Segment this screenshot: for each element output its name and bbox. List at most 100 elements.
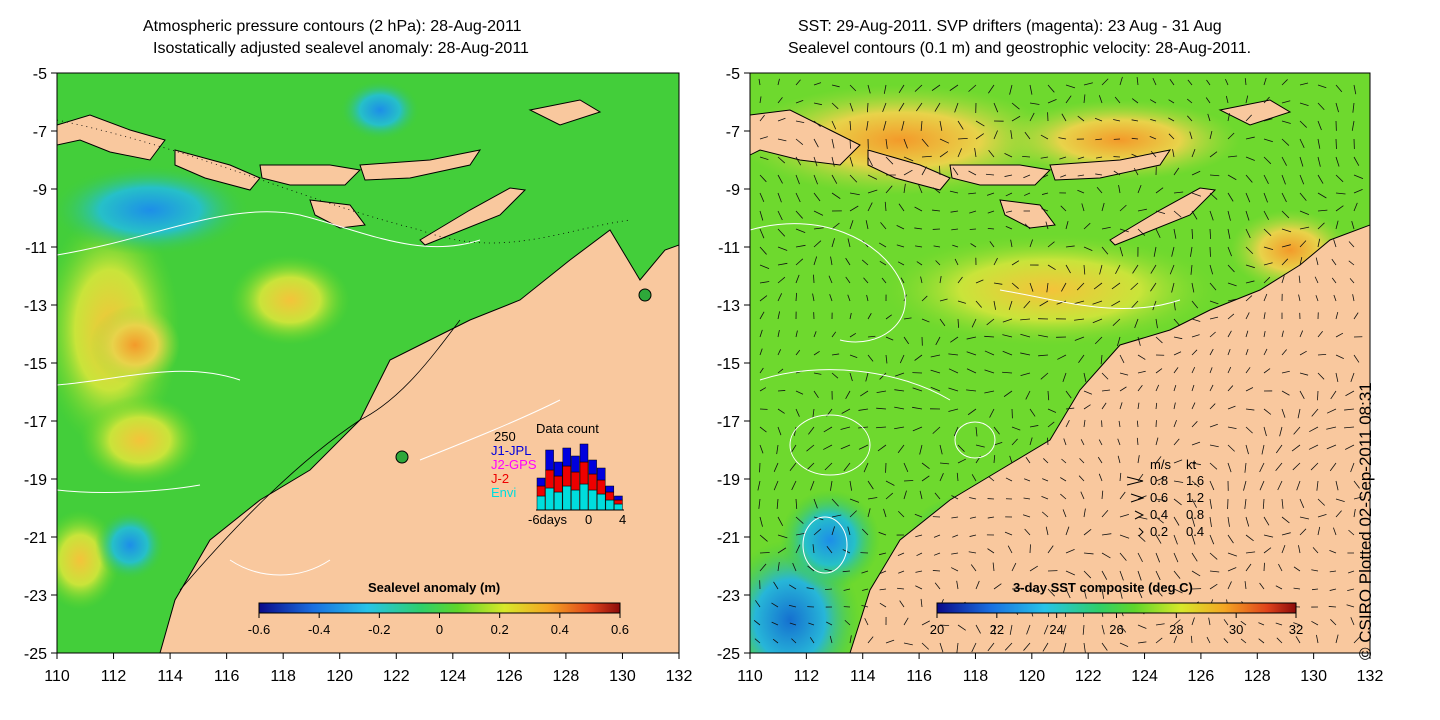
velocity-arrow: [1101, 226, 1111, 230]
velocity-arrow: [975, 444, 985, 448]
velocity-arrow: [1011, 260, 1020, 266]
velocity-arrow: [1026, 624, 1031, 635]
velocity-arrow: [880, 222, 887, 230]
velocity-arrow: [1314, 276, 1319, 284]
velocity-arrow: [1191, 349, 1198, 356]
velocity-arrow: [914, 227, 923, 230]
velocity-arrow: [847, 526, 851, 536]
velocity-arrow: [896, 225, 905, 230]
velocity-arrow: [894, 406, 905, 410]
velocity-arrow: [1298, 275, 1301, 284]
velocity-arrow: [1131, 300, 1139, 309]
velocity-arrow: [1311, 588, 1319, 591]
velocity-arrow: [1317, 372, 1325, 380]
velocity-arrow: [939, 138, 950, 144]
velocity-arrow: [948, 368, 959, 374]
velocity-arrow: [919, 444, 923, 455]
flores-island: [359, 149, 482, 181]
velocity-arrow: [1057, 354, 1067, 360]
velocity-arrow: [1173, 516, 1180, 526]
left-colorbar-bar: [258, 602, 621, 614]
velocity-arrow: [1009, 455, 1013, 464]
velocity-arrow: [773, 462, 779, 472]
velocity-arrow: [1005, 477, 1013, 482]
velocity-arrow: [1225, 78, 1229, 86]
velocity-arrow: [1173, 318, 1181, 327]
velocity-arrow: [788, 584, 797, 590]
data-count-title: Data count: [536, 421, 599, 436]
velocity-arrow: [1345, 390, 1355, 397]
velocity-arrow: [1315, 257, 1319, 266]
velocity-arrow: [1277, 480, 1283, 491]
velocity-arrow: [1328, 606, 1337, 608]
velocity-arrow: [1191, 570, 1201, 577]
left-title-line1: Atmospheric pressure contours (2 hPa): 2…: [143, 18, 522, 35]
velocity-arrow: [1335, 510, 1342, 518]
right-x-tick-label: 124: [1131, 668, 1158, 685]
velocity-arrow: [1281, 192, 1287, 203]
velocity-arrow: [1133, 167, 1139, 176]
velocity-arrow: [993, 300, 996, 310]
right-title-line2: Sealevel contours (0.1 m) and geostrophi…: [788, 40, 1252, 57]
velocity-arrow: [903, 156, 914, 162]
velocity-arrow: [1046, 282, 1049, 293]
velocity-arrow: [1083, 570, 1092, 579]
data-count-bar-segment: [545, 469, 554, 489]
velocity-arrow: [1059, 156, 1067, 160]
velocity-arrow: [1326, 426, 1337, 430]
velocity-arrow: [968, 192, 977, 195]
velocity-arrow: [1208, 617, 1211, 626]
sst-warm-region: [1000, 100, 1240, 180]
velocity-arrow: [1353, 354, 1360, 363]
velocity-arrow: [1353, 636, 1361, 644]
velocity-arrow: [1263, 246, 1274, 251]
velocity-arrow: [967, 408, 977, 416]
speed-legend-header-kt: kt: [1186, 457, 1197, 472]
velocity-arrow: [1245, 192, 1251, 203]
velocity-arrow: [1074, 300, 1085, 305]
velocity-arrow: [1094, 117, 1103, 122]
velocity-arrow: [828, 275, 833, 284]
velocity-arrow: [1209, 570, 1220, 573]
velocity-arrow: [933, 245, 941, 248]
velocity-arrow: [984, 335, 995, 338]
velocity-arrow: [1119, 204, 1127, 212]
velocity-arrow: [841, 408, 851, 414]
velocity-arrow: [831, 514, 842, 518]
left-colorbar-tick-label: -0.6: [248, 622, 270, 637]
velocity-arrow: [759, 96, 762, 104]
velocity-arrow: [948, 387, 959, 392]
velocity-arrow: [1186, 98, 1193, 104]
velocity-arrow: [1291, 444, 1301, 452]
velocity-arrow: [813, 350, 820, 356]
velocity-arrow: [934, 492, 941, 500]
velocity-arrow: [849, 635, 852, 644]
velocity-arrow: [792, 562, 797, 572]
data-count-bar-segment: [579, 461, 589, 485]
velocity-arrow: [1263, 426, 1267, 437]
velocity-arrow: [1101, 510, 1109, 518]
velocity-arrow: [1329, 570, 1337, 573]
velocity-arrow: [1245, 330, 1249, 338]
velocity-arrow: [795, 532, 806, 536]
velocity-arrow: [1155, 368, 1163, 374]
sla-max-region: [90, 305, 180, 385]
velocity-arrow: [881, 277, 887, 284]
velocity-arrow: [1317, 120, 1322, 131]
velocity-arrow: [1335, 102, 1339, 113]
velocity-arrow: [1263, 547, 1272, 554]
pressure-contour: [419, 399, 561, 461]
velocity-arrow: [1011, 102, 1020, 110]
legend-j1-jpl: J1-JPL: [491, 443, 531, 458]
velocity-arrow: [1173, 498, 1182, 506]
velocity-arrow: [1024, 528, 1031, 536]
velocity-arrow: [1353, 202, 1358, 212]
velocity-arrow: [795, 100, 804, 104]
velocity-arrow: [1244, 581, 1247, 590]
velocity-arrow: [1020, 352, 1031, 356]
velocity-arrow: [1281, 228, 1292, 233]
velocity-arrow: [1191, 516, 1196, 527]
velocity-arrow: [1119, 76, 1123, 86]
velocity-arrow: [862, 588, 869, 591]
velocity-arrow: [1191, 421, 1198, 428]
